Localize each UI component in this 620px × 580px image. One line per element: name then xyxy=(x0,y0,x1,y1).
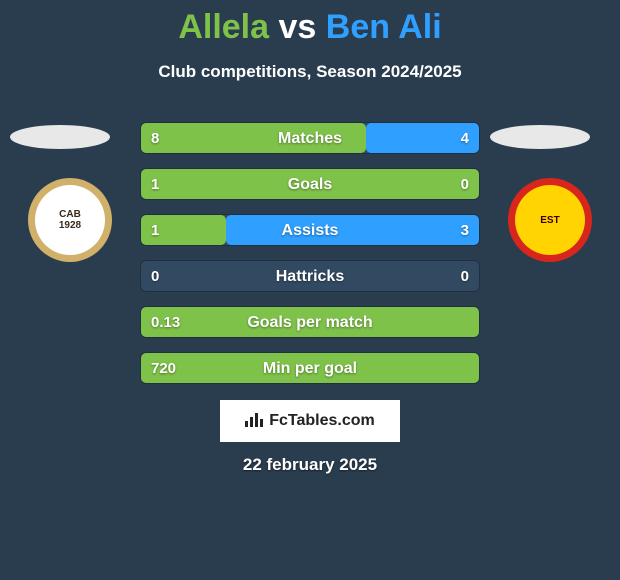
stat-row-matches: 84Matches xyxy=(140,122,480,154)
fctables-text: FcTables.com xyxy=(269,412,375,430)
player-silhouette-left xyxy=(10,125,110,149)
stat-row-min-per-goal: 720Min per goal xyxy=(140,352,480,384)
bar-chart-icon xyxy=(245,411,263,432)
season-subtitle: Club competitions, Season 2024/2025 xyxy=(0,62,620,82)
title-vs: vs xyxy=(279,8,317,46)
club-badge-right-inner: EST xyxy=(515,185,585,255)
club-badge-left-inner: CAB 1928 xyxy=(35,185,105,255)
stat-row-assists: 13Assists xyxy=(140,214,480,246)
stat-label: Assists xyxy=(141,215,479,247)
title-right: Ben Ali xyxy=(326,8,442,46)
player-silhouette-right xyxy=(490,125,590,149)
stat-label: Goals xyxy=(141,169,479,201)
stat-label: Hattricks xyxy=(141,261,479,293)
title-left: Allela xyxy=(178,8,269,46)
club-badge-left: CAB 1928 xyxy=(28,178,112,262)
stat-label: Min per goal xyxy=(141,353,479,385)
stat-row-hattricks: 00Hattricks xyxy=(140,260,480,292)
club-badge-right: EST xyxy=(508,178,592,262)
snapshot-date: 22 february 2025 xyxy=(0,455,620,475)
stat-label: Matches xyxy=(141,123,479,155)
stat-label: Goals per match xyxy=(141,307,479,339)
stat-row-goals: 10Goals xyxy=(140,168,480,200)
stat-row-goals-per-match: 0.13Goals per match xyxy=(140,306,480,338)
fctables-watermark: FcTables.com xyxy=(220,400,400,442)
comparison-title: Allela vs Ben Ali xyxy=(0,8,620,47)
